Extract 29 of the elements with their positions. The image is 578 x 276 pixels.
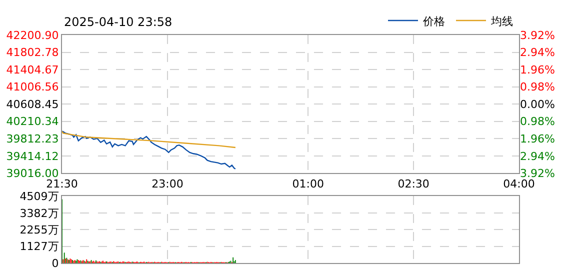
y-tick-label: 40210.34 [6, 115, 59, 128]
legend-label: 均线 [490, 14, 513, 28]
y2-tick-label: 2.94% [520, 46, 555, 60]
y-tick-label: 41404.67 [6, 63, 59, 76]
y2-tick-label: 2.94% [520, 150, 555, 163]
y-tick-label: 42200.90 [6, 28, 59, 42]
y2-tick-label: 3.92% [520, 28, 555, 42]
y-tick-label: 40608.45 [6, 98, 59, 111]
y2-tick-label: 1.96% [520, 132, 555, 146]
y-tick-label: 3382万 [20, 206, 59, 220]
chart-title: 2025-04-10 23:58 [64, 15, 172, 29]
y-tick-label: 0 [52, 256, 59, 270]
line-series [62, 130, 236, 170]
y2-tick-label: 1.96% [520, 63, 555, 76]
y-tick-label: 39812.23 [6, 132, 59, 146]
y2-tick-label: 0.00% [520, 98, 555, 111]
y-tick-label: 41802.78 [6, 46, 59, 60]
x-tick-label: 02:30 [398, 177, 430, 190]
y-tick-label: 4509万 [20, 190, 59, 204]
x-tick-label: 23:00 [152, 177, 184, 190]
y-tick-label: 41006.56 [6, 80, 59, 94]
legend-label: 价格 [422, 14, 445, 28]
x-tick-label: 01:00 [292, 177, 324, 190]
line-series [62, 130, 236, 148]
y-tick-label: 1127万 [20, 240, 59, 254]
y-tick-label: 39414.12 [6, 150, 59, 163]
y2-tick-label: 0.98% [520, 115, 555, 128]
y-tick-label: 2255万 [20, 223, 59, 236]
y2-tick-label: 0.98% [520, 80, 555, 94]
